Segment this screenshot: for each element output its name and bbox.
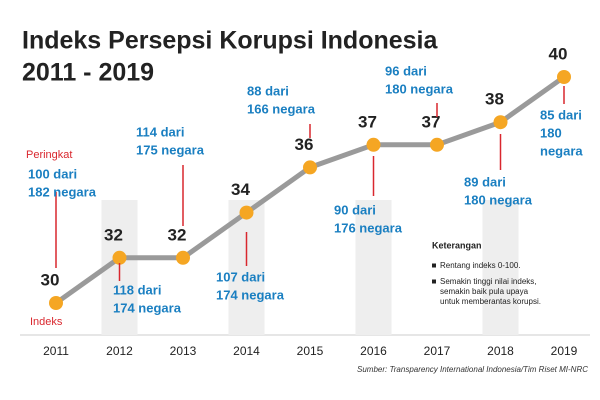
chart-subtitle: 2011 - 2019 [22,59,154,87]
legend-note: Rentang indeks 0-100. [440,261,521,270]
point [557,70,571,84]
ranking: 176 negara [334,220,403,235]
ranking: 118 dari [113,282,161,297]
chart-title: Indeks Persepsi Korupsi Indonesia [22,27,439,55]
value-label: 32 [104,225,123,244]
value-label: 32 [168,225,187,244]
point [176,250,190,265]
legend-note: semakin baik pula upaya [440,287,529,296]
x-tick-label: 2016 [360,344,387,358]
point [493,115,508,130]
x-tick-label: 2014 [233,344,260,358]
x-tick-label: 2011 [43,344,69,358]
x-tick-label: 2018 [487,344,514,358]
ranking: 174 negara [113,300,182,315]
x-tick-label: 2017 [424,344,451,358]
bullet [432,279,436,284]
value-label: 38 [485,90,504,109]
bullet [432,263,436,268]
ranking: negara [540,143,583,158]
point [366,137,381,152]
ranking: 182 negara [28,184,97,199]
point [112,250,127,265]
x-tick-label: 2013 [170,344,197,358]
ranking: 175 negara [136,142,205,157]
value-label: 40 [549,44,568,63]
ranking: 85 dari [540,107,582,122]
ranking: 180 negara [385,81,454,96]
source: Sumber: Transparency International Indon… [357,365,588,374]
point [49,296,63,310]
x-tick-label: 2012 [106,344,133,358]
ranking: 166 negara [247,101,316,116]
ranking: 90 dari [334,202,376,217]
legend-note: Semakin tinggi nilai indeks, [440,277,537,286]
legend-title: Keterangan [432,240,482,250]
ranking: 114 dari [136,124,184,139]
legend-note: untuk memberantas korupsi. [440,297,541,306]
x-tick-label: 2019 [551,344,578,358]
column-shade [355,200,392,335]
ranking: 174 negara [216,287,285,302]
ranking: 107 dari [216,269,265,284]
value-label: 37 [358,112,377,131]
ranking: 89 dari [464,174,506,189]
column-shade [482,200,519,335]
series-label: Indeks [30,316,63,328]
value-label: 30 [41,270,60,289]
point [430,137,444,152]
ranking: 180 [540,125,562,140]
ranking: 96 dari [385,63,427,78]
x-tick-label: 2015 [297,344,324,358]
ranking: 100 dari [28,166,77,181]
value-label: 34 [231,180,250,199]
value-label: 36 [295,135,314,154]
ranking: 88 dari [247,83,289,98]
ranking: 180 negara [464,192,533,207]
value-label: 37 [422,112,441,131]
point [303,160,317,175]
point [239,205,254,220]
rank-label: Peringkat [26,149,72,161]
